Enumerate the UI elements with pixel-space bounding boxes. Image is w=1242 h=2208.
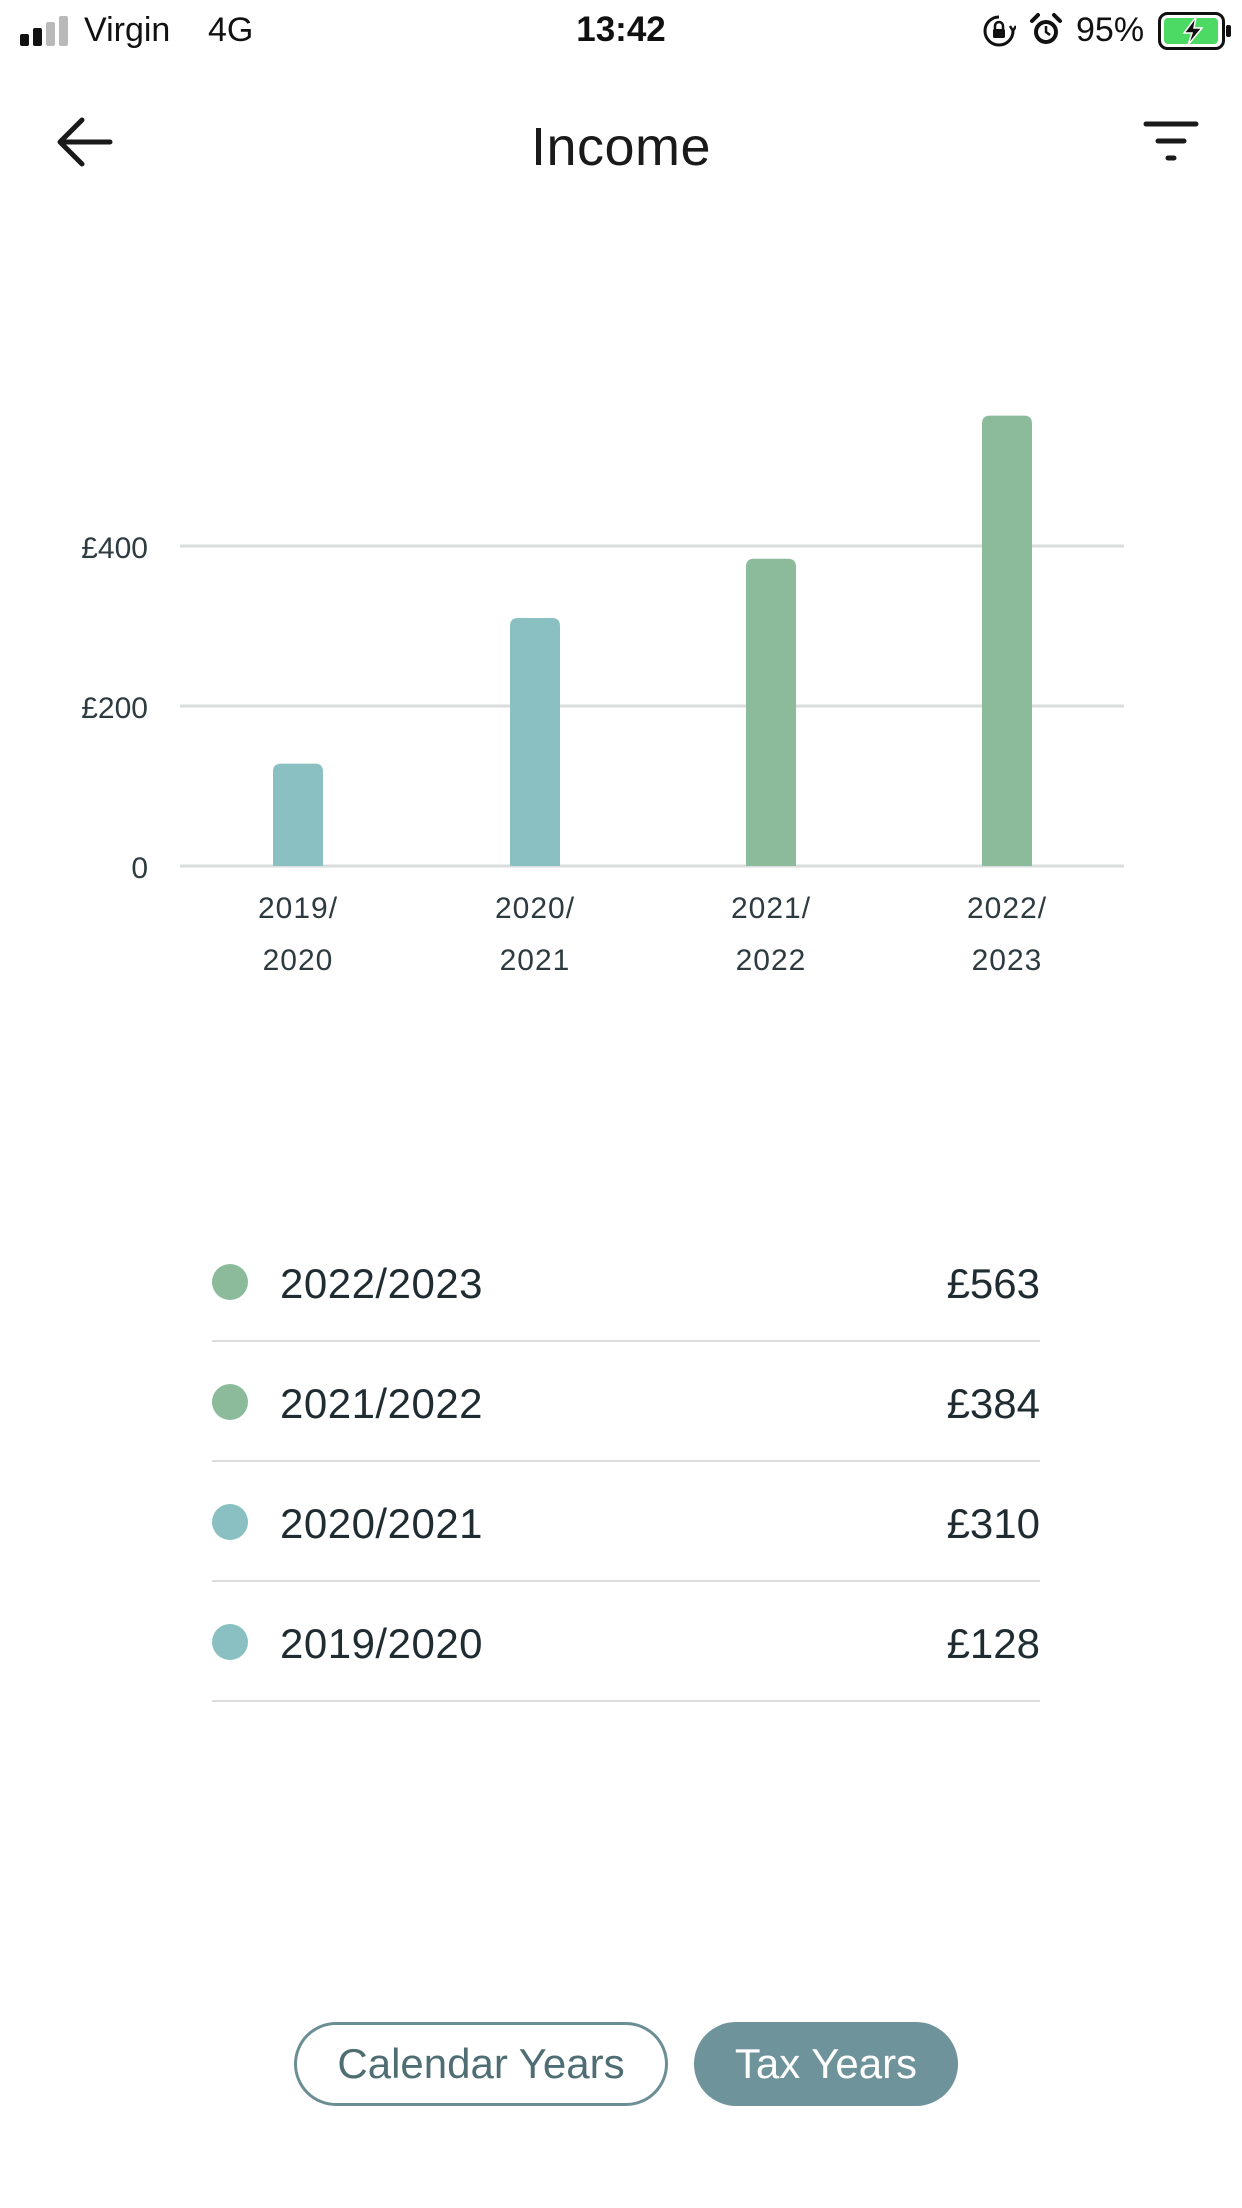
legend-dot: [212, 1264, 248, 1300]
list-item[interactable]: 2021/2022 £384: [212, 1342, 1040, 1462]
income-bar-chart: 0 £200 £400 2019/2020 2020/2021 2021/2022 2022…: [0, 380, 1242, 1020]
network-type: 4G: [208, 11, 254, 49]
y-tick-label: 0: [131, 852, 148, 885]
bar: [982, 415, 1032, 866]
bar: [273, 763, 323, 866]
legend-dot: [212, 1624, 248, 1660]
period-label: 2021/2022: [280, 1380, 484, 1427]
y-tick-label: £400: [81, 532, 148, 565]
orientation-lock-icon: [983, 15, 1016, 47]
period-label: 2020/2021: [280, 1500, 484, 1547]
app-header: Income: [0, 96, 1242, 192]
bar: [746, 558, 796, 866]
period-label: 2022/2023: [280, 1260, 484, 1307]
chart-canvas: 0 £200 £400 2019/2020 2020/2021 2021/2022 2022…: [81, 415, 1124, 977]
x-tick-label: 2022/: [967, 892, 1047, 925]
amount-value: £384: [946, 1380, 1040, 1427]
legend-dot: [212, 1384, 248, 1420]
filter-icon: [1143, 121, 1199, 161]
battery-charging-icon: [1158, 12, 1231, 50]
income-breakdown-list: 2022/2023 £563 2021/2022 £384 2020/2021 …: [212, 1222, 1040, 1702]
status-bar: Virgin 4G 13:42 95%: [0, 0, 1242, 64]
y-tick-label: £200: [81, 692, 148, 725]
status-time: 13:42: [576, 10, 666, 49]
filter-button[interactable]: [1140, 116, 1204, 176]
legend-dot: [212, 1504, 248, 1540]
period-label: 2019/2020: [280, 1620, 484, 1667]
carrier-name: Virgin: [84, 11, 171, 49]
amount-value: £563: [946, 1260, 1040, 1307]
arrow-left-icon: [57, 117, 113, 167]
tax-years-button[interactable]: Tax Years: [694, 2022, 958, 2106]
x-tick-label: 2019/: [258, 892, 338, 925]
alarm-icon: [1030, 13, 1062, 44]
x-tick-label: 2022: [736, 944, 807, 977]
page-title: Income: [530, 117, 712, 177]
bar: [510, 618, 560, 866]
year-type-toggle: Calendar Years Tax Years: [0, 2022, 1242, 2108]
x-tick-label: 2021/: [731, 892, 811, 925]
signal-icon: [20, 16, 72, 46]
x-tick-label: 2023: [972, 944, 1043, 977]
calendar-years-button[interactable]: Calendar Years: [294, 2022, 668, 2106]
amount-value: £310: [946, 1500, 1040, 1547]
x-tick-label: 2020/: [495, 892, 575, 925]
amount-value: £128: [946, 1620, 1040, 1667]
list-item[interactable]: 2020/2021 £310: [212, 1462, 1040, 1582]
x-tick-label: 2020: [263, 944, 334, 977]
battery-percentage: 95%: [1076, 11, 1145, 49]
list-item[interactable]: 2019/2020 £128: [212, 1582, 1040, 1702]
list-item[interactable]: 2022/2023 £563: [212, 1222, 1040, 1342]
back-button[interactable]: [50, 112, 120, 172]
x-tick-label: 2021: [500, 944, 571, 977]
